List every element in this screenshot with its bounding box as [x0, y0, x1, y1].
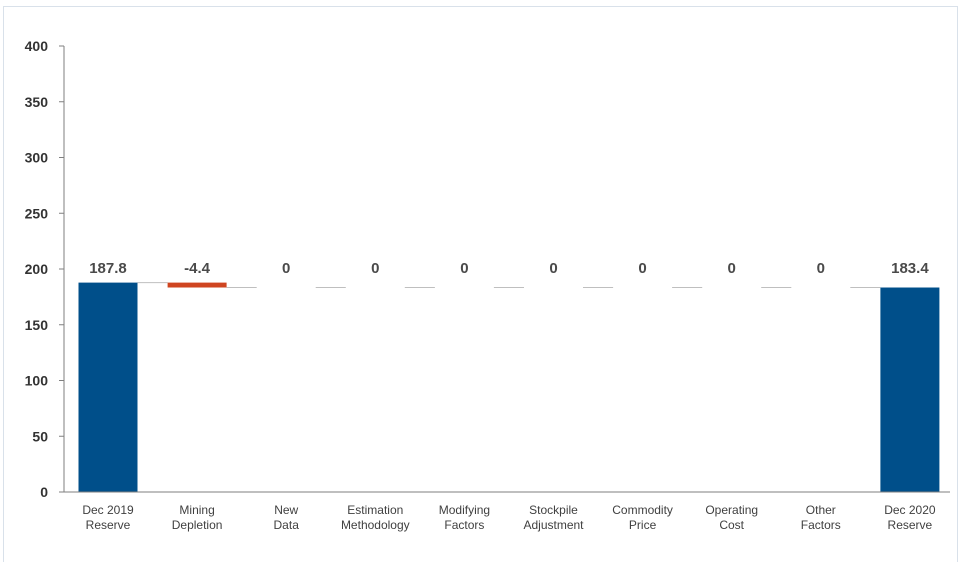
x-tick-label: Mining Depletion: [172, 503, 223, 532]
y-tick-label: 400: [25, 38, 49, 54]
x-tick-label: Estimation Methodology: [341, 503, 410, 532]
connector-lines: [137, 282, 881, 289]
y-tick-label: 150: [25, 317, 49, 333]
data-label: 0: [817, 260, 825, 277]
data-label: 0: [549, 260, 557, 277]
bars: [78, 282, 940, 492]
data-labels: 187.8 -4.4 0 0 0 0 0 0 0 183.4: [89, 260, 929, 277]
data-label: 0: [282, 260, 290, 277]
y-tick-label: 200: [25, 261, 49, 277]
total-bar: [78, 282, 138, 492]
x-tick-label: Commodity Price: [612, 503, 673, 532]
y-tick-label: 0: [40, 484, 48, 500]
y-axis: 0 50 100 150 200 250 300 350 400: [25, 38, 65, 500]
x-tick-label: New Data: [274, 503, 300, 532]
data-label: 183.4: [891, 260, 929, 277]
data-label: -4.4: [184, 260, 211, 277]
y-tick-label: 250: [25, 205, 49, 221]
x-tick-label: Dec 2020 Reserve: [884, 503, 936, 532]
x-axis: Dec 2019 Reserve Mining Depletion New Data Est…: [64, 491, 950, 532]
y-tick-label: 50: [32, 428, 48, 444]
change-bar: [167, 282, 227, 288]
y-tick-label: 100: [25, 373, 49, 389]
total-bar: [880, 287, 940, 492]
x-tick-label: Dec 2019 Reserve: [82, 503, 134, 532]
data-label: 187.8: [89, 260, 127, 277]
x-tick-label: Modifying Factors: [439, 503, 490, 532]
data-label: 0: [371, 260, 379, 277]
x-tick-label: Stockpile Adjustment: [523, 503, 584, 532]
chart-frame: [3, 6, 958, 562]
y-tick-label: 300: [25, 150, 49, 166]
data-label: 0: [638, 260, 646, 277]
x-tick-label: Operating Cost: [705, 503, 758, 532]
y-tick-label: 350: [25, 94, 49, 110]
data-label: 0: [728, 260, 736, 277]
data-label: 0: [460, 260, 468, 277]
x-tick-label: Other Factors: [801, 503, 841, 532]
